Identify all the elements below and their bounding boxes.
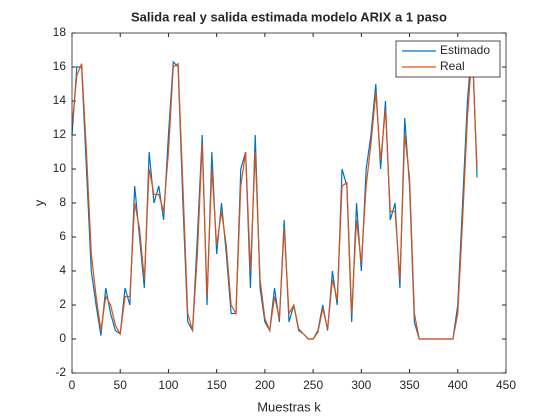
y-tick-label: 0 <box>59 331 66 345</box>
y-tick-label: 10 <box>53 161 67 175</box>
x-tick-label: 400 <box>448 378 468 392</box>
x-tick-label: 250 <box>303 378 323 392</box>
x-tick-label: 200 <box>255 378 275 392</box>
axes-box <box>71 32 507 374</box>
y-tick-label: 4 <box>59 263 66 277</box>
x-tick-label: 450 <box>496 378 516 392</box>
y-tick-label: 8 <box>59 195 66 209</box>
y-tick-label: 16 <box>53 59 67 73</box>
series-line <box>71 49 478 340</box>
x-tick-label: 150 <box>207 378 227 392</box>
y-tick-label: 2 <box>59 297 66 311</box>
x-axis-label: Muestras k <box>257 399 321 414</box>
x-tick-label: 0 <box>69 378 76 392</box>
y-axis-label: y <box>31 199 46 206</box>
x-tick-label: 100 <box>158 378 178 392</box>
y-tick-label: 18 <box>53 25 67 39</box>
legend-box <box>395 40 501 78</box>
x-tick-label: 300 <box>351 378 371 392</box>
y-tick-label: 6 <box>59 229 66 243</box>
chart-title: Salida real y salida estimada modelo ARI… <box>131 9 447 24</box>
legend-label: Real <box>440 59 465 73</box>
y-tick-label: 14 <box>53 93 67 107</box>
x-tick-label: 50 <box>114 378 128 392</box>
legend-label: Estimado <box>440 43 490 57</box>
y-tick-label: -2 <box>55 365 66 379</box>
x-tick-label: 350 <box>400 378 420 392</box>
y-tick-label: 12 <box>53 127 67 141</box>
